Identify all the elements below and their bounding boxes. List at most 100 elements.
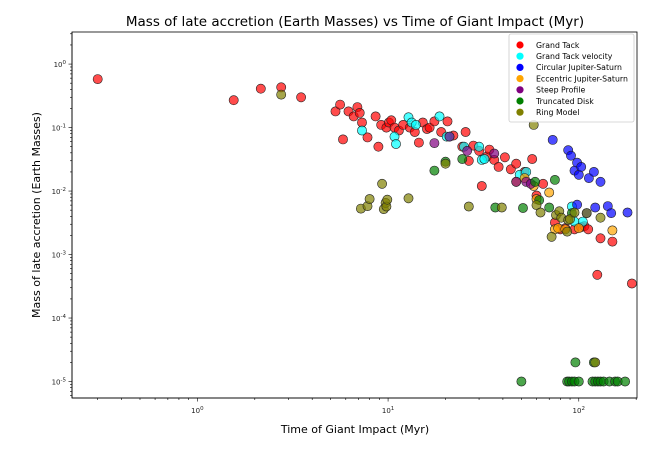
data-point: [476, 181, 487, 191]
data-point: [535, 207, 546, 218]
data-point: [463, 201, 474, 212]
legend-marker: [516, 108, 524, 116]
legend-marker: [516, 97, 524, 105]
data-point: [550, 174, 560, 185]
data-point: [622, 207, 633, 218]
data-point: [442, 116, 453, 127]
data-point: [489, 148, 500, 159]
data-point: [391, 139, 401, 149]
data-point: [499, 152, 510, 163]
x-axis-label: Time of Giant Impact (Myr): [280, 423, 429, 436]
data-point: [590, 202, 601, 213]
y-tick-label: 10-1: [52, 124, 66, 133]
data-point: [338, 134, 348, 145]
data-point: [518, 203, 528, 213]
data-point: [627, 278, 637, 289]
data-point: [570, 357, 581, 368]
data-point: [434, 111, 445, 122]
data-point: [527, 154, 538, 164]
data-point: [562, 226, 573, 237]
data-point: [516, 376, 527, 387]
data-point: [479, 154, 490, 164]
data-point: [496, 202, 507, 213]
data-point: [377, 178, 387, 189]
data-point: [595, 212, 606, 223]
data-point: [413, 137, 424, 148]
data-point: [440, 158, 451, 169]
y-axis-label: Mass of late accretion (Earth Masses): [30, 112, 43, 318]
legend-label: Grand Tack velocity: [536, 52, 613, 61]
legend-marker: [516, 63, 524, 71]
data-point: [403, 193, 414, 204]
legend-item: Steep Profile: [516, 86, 585, 95]
chart-title: Mass of late accretion (Earth Masses) vs…: [126, 14, 584, 30]
data-point: [429, 165, 440, 176]
data-point: [429, 138, 440, 148]
data-point: [410, 120, 421, 130]
data-point: [373, 141, 384, 152]
data-point: [362, 132, 373, 143]
legend-label: Ring Model: [536, 108, 579, 117]
x-tick-label: 102: [573, 406, 585, 415]
data-point: [569, 207, 580, 218]
data-point: [589, 166, 599, 177]
legend-marker: [516, 75, 524, 83]
data-point: [474, 141, 484, 152]
data-point: [592, 269, 603, 280]
data-point: [460, 127, 471, 137]
data-point: [354, 108, 365, 118]
data-point: [92, 74, 103, 84]
data-point: [228, 95, 239, 106]
x-tick-label: 101: [382, 406, 394, 415]
data-point: [547, 134, 558, 145]
legend-label: Circular Jupiter-Saturn: [536, 63, 622, 72]
data-point: [583, 224, 594, 235]
y-tick-label: 10-2: [52, 187, 66, 196]
data-point: [330, 106, 341, 117]
data-point: [444, 131, 455, 142]
legend-marker: [516, 52, 524, 60]
data-point: [382, 194, 393, 205]
data-point: [595, 233, 606, 244]
data-point: [493, 161, 504, 172]
data-point: [546, 231, 557, 242]
legend-label: Steep Profile: [536, 86, 585, 95]
y-tick-label: 10-5: [52, 378, 67, 387]
data-point: [590, 357, 601, 368]
legend-item: Truncated Disk: [516, 97, 594, 106]
data-point: [607, 225, 618, 236]
data-point: [335, 99, 345, 110]
data-point: [370, 111, 381, 122]
legend-frame: [508, 33, 635, 123]
legend-item: Grand Tack velocity: [516, 52, 613, 61]
data-point: [538, 178, 548, 189]
legend-marker: [516, 41, 524, 49]
data-point: [566, 150, 576, 161]
data-point: [573, 376, 584, 387]
legend-marker: [516, 86, 524, 94]
data-point: [255, 83, 266, 94]
data-point: [607, 236, 618, 247]
y-tick-label: 10-4: [52, 314, 67, 323]
data-point: [595, 176, 606, 187]
legend-item: Ring Model: [516, 108, 579, 117]
x-axis: 100 101 102: [72, 397, 637, 415]
y-tick-label: 100: [54, 60, 67, 69]
data-point: [462, 145, 473, 156]
y-tick-label: 10-3: [52, 251, 67, 260]
legend-item: Eccentric Jupiter-Saturn: [516, 74, 628, 83]
data-point: [565, 214, 575, 225]
data-point: [511, 158, 522, 169]
data-point: [364, 194, 375, 204]
legend-item: Circular Jupiter-Saturn: [516, 63, 622, 72]
x-tick-label: 100: [191, 406, 204, 415]
legend-label: Eccentric Jupiter-Saturn: [536, 74, 628, 83]
points-layer: [92, 74, 637, 387]
data-point: [357, 125, 367, 136]
data-point: [530, 176, 540, 187]
data-point: [576, 161, 587, 172]
y-axis: 100 10-1 10-2 10-3 10-4 10-5: [52, 32, 73, 398]
data-point: [620, 376, 630, 387]
legend-item: Grand Tack: [516, 41, 580, 50]
